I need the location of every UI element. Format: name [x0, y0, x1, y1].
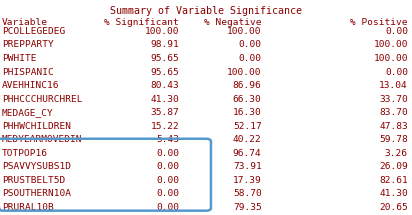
Text: 0.00: 0.00 — [156, 149, 179, 158]
Text: 0.00: 0.00 — [156, 203, 179, 212]
Text: 98.91: 98.91 — [150, 40, 179, 49]
Text: 95.65: 95.65 — [150, 68, 179, 77]
Text: 100.00: 100.00 — [373, 54, 408, 63]
Text: 35.87: 35.87 — [150, 108, 179, 117]
Text: 0.00: 0.00 — [385, 68, 408, 77]
Text: 100.00: 100.00 — [145, 27, 179, 36]
Text: 41.30: 41.30 — [379, 189, 408, 198]
Text: 86.96: 86.96 — [233, 81, 262, 90]
Text: 100.00: 100.00 — [373, 40, 408, 49]
Text: 26.09: 26.09 — [379, 162, 408, 171]
Text: 0.00: 0.00 — [156, 189, 179, 198]
Text: 95.65: 95.65 — [150, 54, 179, 63]
Text: MEDAGE_CY: MEDAGE_CY — [2, 108, 54, 117]
Text: % Negative: % Negative — [204, 18, 262, 27]
Text: 73.91: 73.91 — [233, 162, 262, 171]
Text: PHHCCCHURCHREL: PHHCCCHURCHREL — [2, 95, 82, 104]
Text: 5.43: 5.43 — [156, 135, 179, 144]
Text: PRUSTBELT5D: PRUSTBELT5D — [2, 176, 66, 185]
Text: PCOLLEGEDEG: PCOLLEGEDEG — [2, 27, 66, 36]
Text: MEDYEARMOVEDIN: MEDYEARMOVEDIN — [2, 135, 82, 144]
Text: 0.00: 0.00 — [239, 54, 262, 63]
Text: 82.61: 82.61 — [379, 176, 408, 185]
Text: PRURAL10B: PRURAL10B — [2, 203, 54, 212]
Text: PSAVVYSUBS1D: PSAVVYSUBS1D — [2, 162, 71, 171]
Text: 20.65: 20.65 — [379, 203, 408, 212]
Text: 13.04: 13.04 — [379, 81, 408, 90]
Text: 0.00: 0.00 — [385, 27, 408, 36]
Text: 17.39: 17.39 — [233, 176, 262, 185]
Text: 52.17: 52.17 — [233, 122, 262, 131]
Text: % Significant: % Significant — [105, 18, 179, 27]
Text: 83.70: 83.70 — [379, 108, 408, 117]
Text: 0.00: 0.00 — [156, 176, 179, 185]
Text: 59.78: 59.78 — [379, 135, 408, 144]
Text: PWHITE: PWHITE — [2, 54, 37, 63]
Text: 33.70: 33.70 — [379, 95, 408, 104]
Text: 47.83: 47.83 — [379, 122, 408, 131]
Text: 0.00: 0.00 — [239, 40, 262, 49]
Text: Variable: Variable — [2, 18, 48, 27]
Text: PHHWCHILDREN: PHHWCHILDREN — [2, 122, 71, 131]
Text: AVEHHINC16: AVEHHINC16 — [2, 81, 60, 90]
Text: 41.30: 41.30 — [150, 95, 179, 104]
Text: 0.00: 0.00 — [156, 162, 179, 171]
Text: TOTPOP16: TOTPOP16 — [2, 149, 48, 158]
Text: % Positive: % Positive — [350, 18, 408, 27]
Text: 40.22: 40.22 — [233, 135, 262, 144]
Text: PREPPARTY: PREPPARTY — [2, 40, 54, 49]
Text: PHISPANIC: PHISPANIC — [2, 68, 54, 77]
Text: 79.35: 79.35 — [233, 203, 262, 212]
Text: Summary of Variable Significance: Summary of Variable Significance — [110, 6, 302, 17]
Text: 16.30: 16.30 — [233, 108, 262, 117]
Text: 100.00: 100.00 — [227, 27, 262, 36]
Text: 15.22: 15.22 — [150, 122, 179, 131]
Text: 80.43: 80.43 — [150, 81, 179, 90]
Text: 100.00: 100.00 — [227, 68, 262, 77]
Text: 58.70: 58.70 — [233, 189, 262, 198]
Text: PSOUTHERN10A: PSOUTHERN10A — [2, 189, 71, 198]
Text: 96.74: 96.74 — [233, 149, 262, 158]
Text: 66.30: 66.30 — [233, 95, 262, 104]
Text: 3.26: 3.26 — [385, 149, 408, 158]
